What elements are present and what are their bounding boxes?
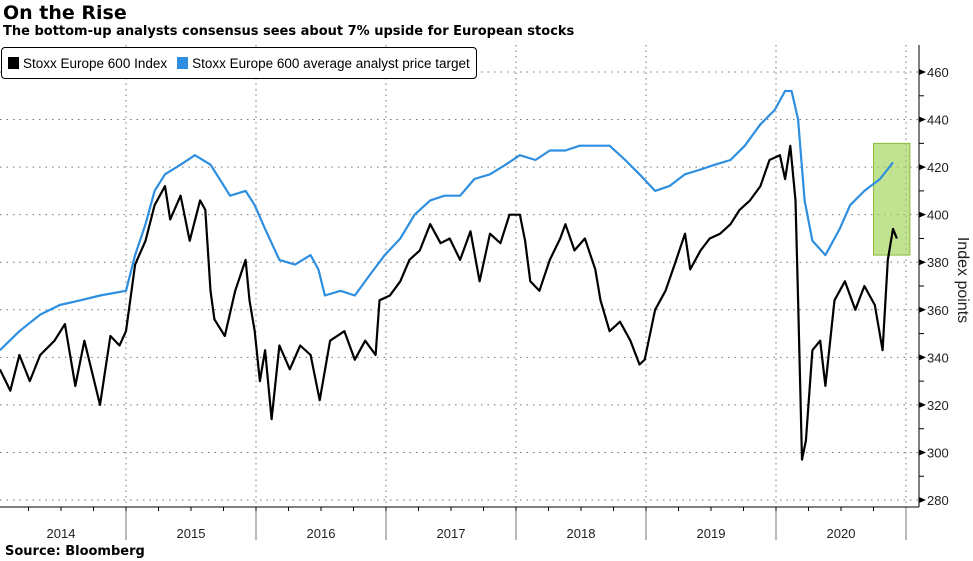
chart-title: On the Rise bbox=[3, 2, 127, 24]
legend-swatch-black bbox=[8, 57, 19, 69]
y-tick-label: 460 bbox=[927, 65, 949, 80]
y-tick-label: 380 bbox=[927, 255, 949, 270]
y-tick-label: 420 bbox=[927, 160, 949, 175]
y-tick-mark bbox=[919, 259, 926, 266]
x-tick-label: 2016 bbox=[307, 526, 336, 541]
y-tick-label: 320 bbox=[927, 398, 949, 413]
y-tick-label: 360 bbox=[927, 303, 949, 318]
y-tick-label: 340 bbox=[927, 350, 949, 365]
y-tick-mark bbox=[919, 69, 926, 75]
legend-swatch-blue bbox=[177, 57, 189, 69]
legend-label: Stoxx Europe 600 average analyst price t… bbox=[192, 55, 470, 71]
y-tick-mark bbox=[919, 354, 926, 361]
y-tick-mark bbox=[919, 449, 926, 456]
legend-item-target: Stoxx Europe 600 average analyst price t… bbox=[177, 56, 470, 71]
chart-subtitle: The bottom-up analysts consensus sees ab… bbox=[3, 24, 575, 39]
y-tick-label: 400 bbox=[927, 208, 949, 223]
x-tick-label: 2019 bbox=[697, 526, 726, 541]
y-tick-mark bbox=[919, 211, 926, 218]
y-tick-mark bbox=[919, 401, 926, 408]
source-note: Source: Bloomberg bbox=[5, 544, 145, 559]
y-tick-mark bbox=[919, 116, 926, 123]
y-axis-label: Index points bbox=[954, 237, 971, 323]
x-tick-label: 2018 bbox=[567, 526, 596, 541]
y-tick-mark bbox=[919, 164, 926, 171]
x-tick-label: 2015 bbox=[177, 526, 206, 541]
y-tick-mark bbox=[919, 306, 926, 313]
legend: Stoxx Europe 600 Index Stoxx Europe 600 … bbox=[1, 47, 477, 79]
legend-item-index: Stoxx Europe 600 Index bbox=[8, 56, 167, 71]
series-line-analyst-target bbox=[0, 89, 894, 351]
x-tick-label: 2020 bbox=[827, 526, 856, 541]
series-line-stoxx-index bbox=[0, 144, 898, 461]
y-tick-label: 300 bbox=[927, 445, 949, 460]
x-tick-label: 2017 bbox=[437, 526, 466, 541]
y-tick-label: 280 bbox=[927, 493, 949, 508]
y-tick-mark bbox=[919, 497, 926, 504]
y-tick-label: 440 bbox=[927, 113, 949, 128]
x-tick-label: 2014 bbox=[47, 526, 76, 541]
legend-label: Stoxx Europe 600 Index bbox=[23, 55, 168, 71]
